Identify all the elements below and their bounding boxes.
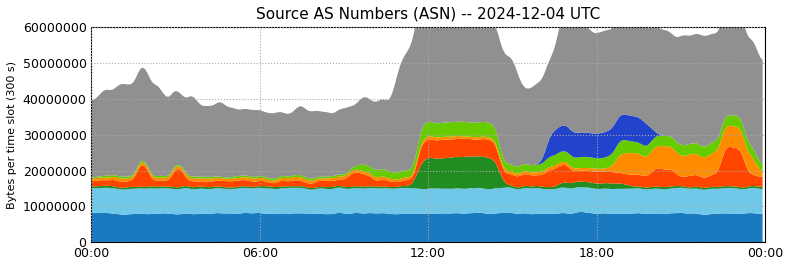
Y-axis label: Bytes per time slot (300 s): Bytes per time slot (300 s) [7, 61, 17, 209]
Title: Source AS Numbers (ASN) -- 2024-12-04 UTC: Source AS Numbers (ASN) -- 2024-12-04 UT… [256, 7, 600, 22]
